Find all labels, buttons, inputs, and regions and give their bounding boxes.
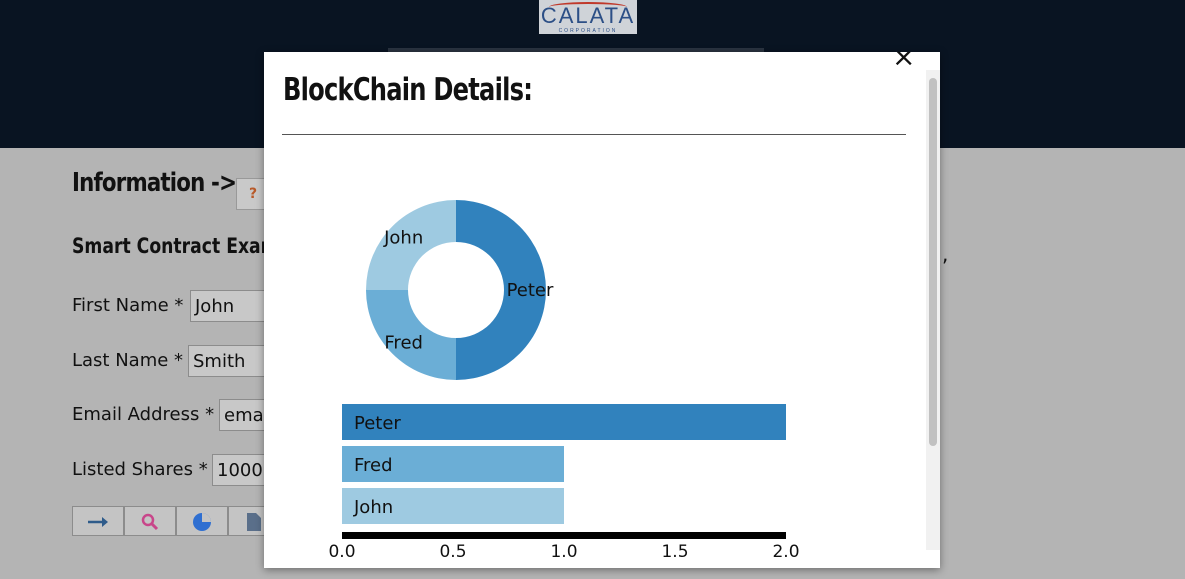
donut-chart: Peter Fred John <box>366 200 554 380</box>
modal-divider <box>282 134 906 135</box>
bar-fred <box>342 446 564 482</box>
donut-slice-fred <box>366 290 456 380</box>
x-tick-label: 2.0 <box>772 542 799 562</box>
email-label: Email Address * <box>72 404 215 425</box>
bar-peter <box>342 404 786 440</box>
x-tick-label: 0.0 <box>328 542 355 562</box>
bar-john <box>342 488 564 524</box>
close-icon[interactable]: × <box>892 52 916 73</box>
x-tick-label: 1.0 <box>550 542 577 562</box>
x-tick-label: 1.5 <box>661 542 688 562</box>
x-tick-label: 0.5 <box>439 542 466 562</box>
chart-button[interactable] <box>176 506 228 536</box>
donut-label-peter: Peter <box>507 280 554 301</box>
search-icon <box>141 513 159 531</box>
trailing-text: , <box>942 242 949 266</box>
page-subtitle: Smart Contract Exam <box>72 234 279 258</box>
pie-chart-icon <box>193 513 211 531</box>
bar-chart: Peter Fred John 0.0 0.5 1.0 1.5 2.0 <box>328 404 800 562</box>
header-divider <box>388 48 764 52</box>
first-name-label: First Name * <box>72 295 184 316</box>
last-name-label: Last Name * <box>72 350 184 371</box>
search-button[interactable] <box>124 506 176 536</box>
donut-label-fred: Fred <box>384 332 423 353</box>
blockchain-details-modal: × BlockChain Details: Peter Fred John Pete… <box>264 52 940 568</box>
listed-shares-label: Listed Shares * <box>72 459 208 480</box>
first-name-input[interactable]: John <box>190 290 270 322</box>
modal-scroll-thumb[interactable] <box>929 78 937 446</box>
bar-label-fred: Fred <box>354 455 393 476</box>
calata-logo[interactable]: CALATA CORPORATION <box>539 0 637 34</box>
help-icon: ? <box>248 186 258 202</box>
x-axis <box>342 532 786 539</box>
donut-slice-peter <box>456 200 546 380</box>
last-name-input[interactable]: Smith <box>188 345 268 377</box>
logo-subtext: CORPORATION <box>558 28 618 34</box>
document-icon <box>247 513 261 531</box>
submit-button[interactable] <box>72 506 124 536</box>
donut-label-john: John <box>383 228 423 249</box>
modal-title: BlockChain Details: <box>283 72 533 108</box>
donut-slice-john <box>366 200 456 290</box>
bar-label-peter: Peter <box>354 413 401 434</box>
page-title: Information -> <box>72 168 237 198</box>
arrow-right-icon <box>88 517 108 527</box>
logo-swoosh <box>549 2 627 12</box>
bar-label-john: John <box>353 497 393 518</box>
